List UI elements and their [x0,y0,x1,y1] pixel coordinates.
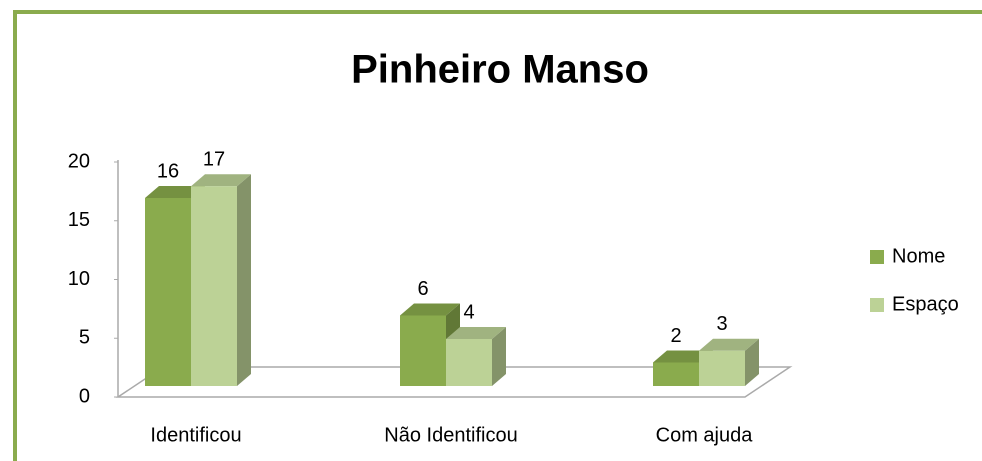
y-tick-label: 0 [79,385,90,407]
bar [145,198,191,386]
bar-side [492,327,506,386]
bar [653,362,699,386]
bar-side [745,338,759,386]
bar [699,350,745,386]
x-tick-label: Com ajuda [656,424,754,446]
x-tick-label: Não Identificou [384,424,517,446]
y-tick-label: 15 [68,209,90,231]
legend-swatch [870,298,884,312]
value-label: 6 [417,278,428,300]
value-label: 17 [203,149,225,171]
legend-label: Espaço [892,293,959,315]
legend-label: Nome [892,245,945,267]
value-label: 3 [716,313,727,335]
bar-top [191,174,251,187]
bar [400,315,446,386]
y-tick-label: 10 [68,268,90,290]
x-tick-label: Identificou [150,424,241,446]
bar-top [145,186,205,198]
value-label: 2 [670,325,681,347]
bar-top [653,350,713,363]
bar-top [400,303,460,316]
chart-title: Pinheiro Manso [351,48,649,92]
bar-side [237,174,251,386]
value-label: 16 [157,160,179,182]
y-tick-label: 5 [79,327,90,349]
bar-top [446,327,506,339]
legend-swatch [870,250,884,264]
value-label: 4 [463,301,474,323]
bar-top [699,338,759,351]
bar [191,186,237,386]
bar [446,339,492,386]
y-tick-label: 20 [68,150,90,172]
